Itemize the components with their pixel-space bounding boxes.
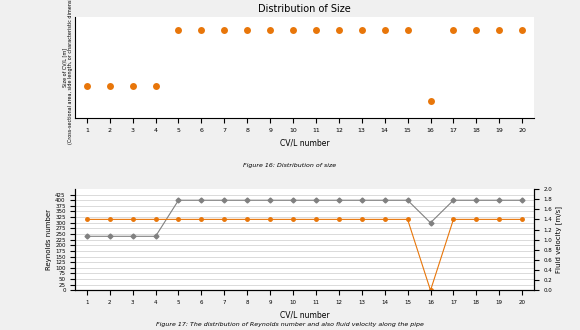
Point bbox=[472, 28, 481, 33]
Line: Distribution of fluid velocity in pipe: Distribution of fluid velocity in pipe bbox=[85, 218, 524, 292]
Distribution of fluid velocity in pipe bbox=[358, 217, 365, 221]
Point bbox=[197, 28, 206, 33]
Distribution of fluid velocity in pipe bbox=[335, 217, 342, 221]
Point bbox=[105, 83, 114, 88]
Distribution of fluid velocity in pipe bbox=[450, 217, 457, 221]
Distribution of fluid velocity in pipe bbox=[106, 217, 113, 221]
Distribution of Reynolds number in pipe bbox=[198, 198, 205, 202]
Distribution of fluid velocity in pipe bbox=[473, 217, 480, 221]
Distribution of fluid velocity in pipe bbox=[267, 217, 274, 221]
Distribution of Reynolds number in pipe bbox=[427, 221, 434, 225]
Point bbox=[242, 28, 252, 33]
Point bbox=[403, 28, 412, 33]
Y-axis label: Size of CV/L [m]
(Cross-sectional area, side length, or characteristic dimension: Size of CV/L [m] (Cross-sectional area, … bbox=[62, 0, 72, 144]
Distribution of Reynolds number in pipe bbox=[496, 198, 503, 202]
Distribution of fluid velocity in pipe bbox=[496, 217, 503, 221]
Distribution of Reynolds number in pipe bbox=[152, 234, 159, 238]
Distribution of Reynolds number in pipe bbox=[473, 198, 480, 202]
Point bbox=[380, 28, 389, 33]
Distribution of fluid velocity in pipe bbox=[198, 217, 205, 221]
Line: Distribution of Reynolds number in pipe: Distribution of Reynolds number in pipe bbox=[85, 198, 524, 238]
Distribution of fluid velocity in pipe bbox=[129, 217, 136, 221]
Distribution of fluid velocity in pipe bbox=[152, 217, 159, 221]
X-axis label: CV/L number: CV/L number bbox=[280, 311, 329, 320]
Point bbox=[151, 83, 160, 88]
Point bbox=[495, 28, 504, 33]
Text: Figure 16: Distribution of size: Figure 16: Distribution of size bbox=[244, 163, 336, 168]
Distribution of Reynolds number in pipe bbox=[244, 198, 251, 202]
Point bbox=[266, 28, 275, 33]
Point bbox=[288, 28, 298, 33]
Title: Distribution of Size: Distribution of Size bbox=[258, 4, 351, 14]
Y-axis label: Reynolds number: Reynolds number bbox=[46, 209, 52, 270]
Point bbox=[220, 28, 229, 33]
Distribution of Reynolds number in pipe bbox=[129, 234, 136, 238]
Distribution of fluid velocity in pipe bbox=[519, 217, 525, 221]
Point bbox=[174, 28, 183, 33]
Point bbox=[517, 28, 527, 33]
Point bbox=[128, 83, 137, 88]
Distribution of fluid velocity in pipe bbox=[313, 217, 320, 221]
Distribution of Reynolds number in pipe bbox=[106, 234, 113, 238]
Distribution of fluid velocity in pipe bbox=[175, 217, 182, 221]
Point bbox=[449, 28, 458, 33]
Distribution of fluid velocity in pipe bbox=[289, 217, 296, 221]
Point bbox=[357, 28, 367, 33]
Distribution of Reynolds number in pipe bbox=[450, 198, 457, 202]
Point bbox=[311, 28, 321, 33]
Distribution of Reynolds number in pipe bbox=[84, 234, 90, 238]
Distribution of Reynolds number in pipe bbox=[313, 198, 320, 202]
Distribution of fluid velocity in pipe bbox=[381, 217, 388, 221]
Distribution of fluid velocity in pipe bbox=[221, 217, 228, 221]
Point bbox=[334, 28, 343, 33]
Text: Figure 17: The distribution of Reynolds number and also fluid velocity along the: Figure 17: The distribution of Reynolds … bbox=[156, 322, 424, 327]
Distribution of Reynolds number in pipe bbox=[358, 198, 365, 202]
Distribution of Reynolds number in pipe bbox=[289, 198, 296, 202]
Point bbox=[82, 83, 92, 88]
Distribution of Reynolds number in pipe bbox=[404, 198, 411, 202]
Distribution of fluid velocity in pipe bbox=[427, 288, 434, 292]
Y-axis label: Fluid velocity [m/s]: Fluid velocity [m/s] bbox=[555, 206, 561, 273]
Distribution of Reynolds number in pipe bbox=[267, 198, 274, 202]
X-axis label: CV/L number: CV/L number bbox=[280, 138, 329, 147]
Distribution of fluid velocity in pipe bbox=[404, 217, 411, 221]
Distribution of Reynolds number in pipe bbox=[519, 198, 525, 202]
Distribution of fluid velocity in pipe bbox=[244, 217, 251, 221]
Distribution of Reynolds number in pipe bbox=[381, 198, 388, 202]
Point bbox=[426, 99, 435, 104]
Distribution of Reynolds number in pipe bbox=[175, 198, 182, 202]
Distribution of Reynolds number in pipe bbox=[335, 198, 342, 202]
Distribution of fluid velocity in pipe bbox=[84, 217, 90, 221]
Distribution of Reynolds number in pipe bbox=[221, 198, 228, 202]
